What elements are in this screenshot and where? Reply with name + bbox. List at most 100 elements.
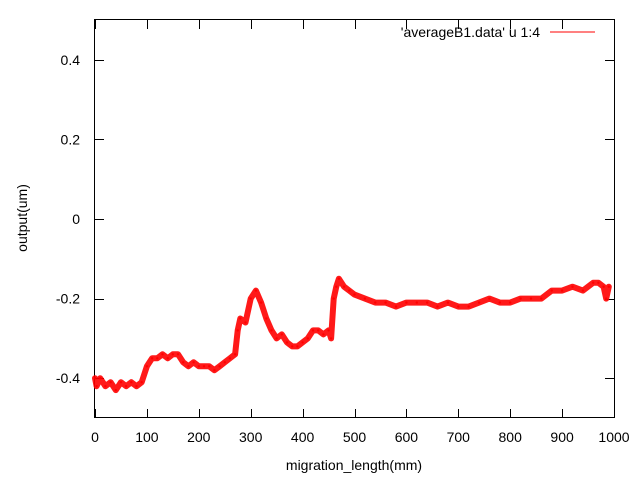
data-point	[291, 345, 294, 348]
data-point	[99, 377, 102, 380]
data-point	[228, 357, 232, 360]
data-point	[285, 341, 289, 344]
data-point	[236, 329, 239, 332]
data-point	[192, 361, 195, 364]
series-layer	[92, 275, 612, 394]
data-point	[135, 385, 138, 388]
data-point	[467, 305, 470, 308]
data-point	[332, 297, 335, 300]
data-point	[280, 333, 283, 336]
data-point	[592, 281, 595, 284]
data-point	[124, 385, 128, 388]
data-point	[249, 297, 252, 300]
data-point	[187, 365, 190, 368]
x-tick-label: 0	[91, 429, 99, 445]
data-point	[176, 353, 180, 356]
legend-entry-label: 'averageB1.data' u 1:4	[401, 24, 540, 40]
data-point	[104, 385, 107, 388]
data-point	[550, 289, 553, 292]
data-point	[223, 361, 226, 364]
data-point	[150, 357, 154, 360]
data-point	[560, 289, 564, 292]
data-point	[581, 289, 585, 292]
data-point	[130, 381, 133, 384]
data-point	[529, 297, 533, 300]
x-tick-label: 700	[447, 429, 471, 445]
y-tick-label: 0.4	[61, 52, 81, 68]
data-point	[296, 345, 299, 348]
x-tick-label: 200	[187, 429, 211, 445]
data-point	[156, 357, 159, 360]
y-tick-label: 0.2	[61, 131, 81, 147]
y-tick-labels: -0.4 -0.2 0 0.2 0.4	[56, 52, 80, 386]
data-point	[335, 285, 338, 288]
data-point	[342, 285, 346, 288]
data-point	[202, 365, 206, 368]
data-point	[259, 301, 263, 304]
x-axis-label: migration_length(mm)	[286, 457, 422, 473]
data-point	[182, 361, 185, 364]
data-point	[363, 297, 367, 300]
data-point	[239, 317, 242, 320]
data-point	[244, 321, 247, 324]
data-point	[306, 337, 309, 340]
data-point	[317, 329, 320, 332]
data-point	[337, 277, 341, 280]
data-point	[265, 317, 268, 320]
data-point	[114, 388, 118, 392]
data-point	[166, 357, 169, 360]
data-point	[374, 301, 377, 304]
data-point	[394, 305, 398, 308]
data-point	[93, 377, 97, 380]
y-tick-label: -0.4	[56, 370, 80, 386]
data-point	[213, 369, 216, 372]
plot-frame	[94, 19, 615, 418]
data-point	[602, 285, 605, 288]
x-tick-labels: 0 100 200 300 400 500 600 700 800 900 1000	[91, 429, 630, 445]
axis-ticks	[95, 20, 615, 418]
data-point	[509, 301, 512, 304]
data-point	[436, 305, 439, 308]
data-point	[446, 301, 450, 304]
y-tick-label: 0	[72, 211, 80, 227]
data-point	[254, 289, 258, 292]
data-point	[109, 381, 112, 384]
x-tick-label: 900	[550, 429, 574, 445]
data-point	[275, 337, 278, 340]
data-point	[405, 301, 408, 304]
data-point	[218, 365, 221, 368]
data-point	[519, 297, 522, 300]
data-point	[208, 365, 211, 368]
data-point	[233, 353, 237, 356]
data-point	[171, 353, 174, 356]
x-tick-label: 400	[291, 429, 315, 445]
data-point	[353, 293, 356, 296]
x-tick-label: 500	[343, 429, 367, 445]
data-point	[301, 341, 304, 344]
y-axis-label: output(um)	[14, 184, 30, 252]
data-point	[311, 329, 315, 332]
y-tick-label: -0.2	[56, 291, 80, 307]
data-point	[348, 289, 351, 292]
data-point	[477, 301, 481, 304]
x-tick-label: 300	[239, 429, 263, 445]
data-point	[571, 285, 574, 288]
x-tick-label: 1000	[598, 429, 629, 445]
series-line	[92, 275, 612, 394]
data-point	[270, 329, 273, 332]
data-point	[329, 337, 333, 340]
data-point	[140, 381, 143, 384]
data-point	[540, 297, 543, 300]
data-point	[597, 281, 600, 284]
data-point	[145, 365, 149, 368]
data-point	[607, 285, 610, 288]
data-point	[384, 301, 387, 304]
data-point	[426, 301, 429, 304]
data-point	[95, 385, 98, 388]
data-point	[498, 301, 501, 304]
x-tick-label: 100	[135, 429, 159, 445]
data-point	[327, 329, 330, 332]
data-point	[322, 333, 325, 336]
legend: 'averageB1.data' u 1:4	[401, 24, 595, 40]
